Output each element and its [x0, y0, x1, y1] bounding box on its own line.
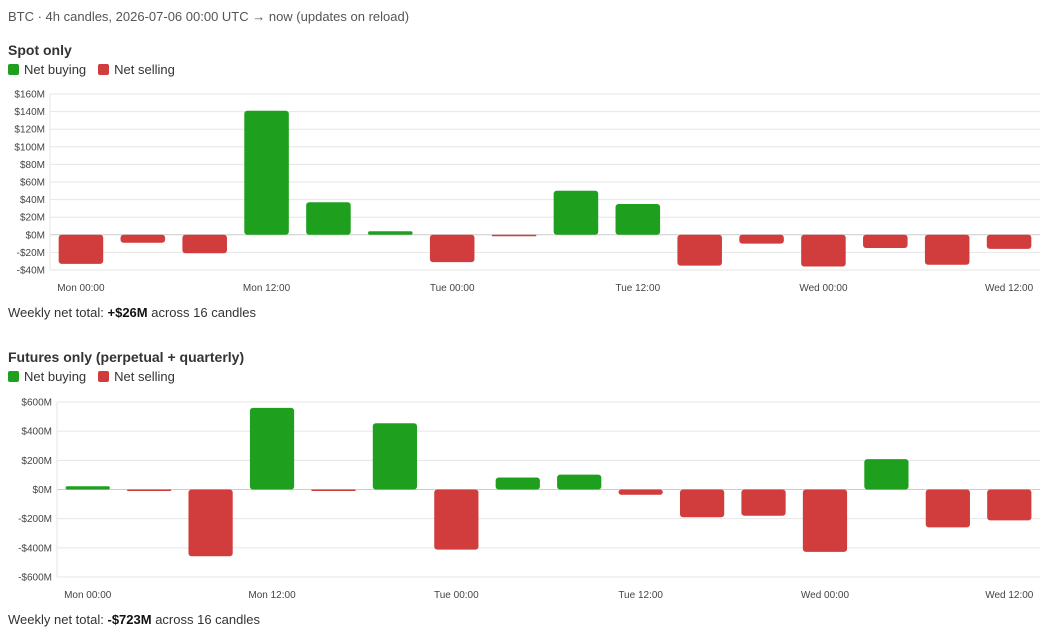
- y-tick-label: $200M: [21, 456, 52, 467]
- spot-bar: [182, 234, 227, 254]
- y-tick-label: $600M: [21, 398, 52, 409]
- futures-bar: [557, 474, 602, 490]
- x-tick-label: Wed 00:00: [801, 590, 850, 601]
- x-tick-label: Mon 12:00: [248, 590, 296, 601]
- net-buying-swatch: [8, 64, 19, 75]
- spot-bar: [306, 202, 351, 235]
- legend-item-net-buying[interactable]: Net buying: [8, 369, 86, 384]
- x-tick-label: Tue 00:00: [434, 590, 479, 601]
- spot-total-prefix: Weekly net total:: [8, 305, 104, 320]
- x-tick-label: Tue 00:00: [430, 283, 475, 294]
- futures-total-value: -$723M: [107, 612, 152, 627]
- x-tick-label: Mon 00:00: [57, 283, 105, 294]
- x-tick-label: Wed 00:00: [799, 283, 848, 294]
- y-tick-label: -$20M: [17, 248, 45, 259]
- futures-total-prefix: Weekly net total:: [8, 612, 104, 627]
- futures-bar: [802, 489, 848, 552]
- futures-bar: [127, 489, 172, 491]
- futures-bar: [249, 407, 295, 490]
- spot-total-suffix: across 16 candles: [151, 305, 257, 320]
- futures-bar: [925, 489, 970, 528]
- futures-bar: [741, 489, 786, 516]
- y-tick-label: $400M: [21, 427, 52, 438]
- y-tick-label: $60M: [20, 178, 45, 189]
- legend-item-net-selling[interactable]: Net selling: [98, 369, 175, 384]
- futures-legend: Net buying Net selling: [8, 369, 187, 384]
- futures-bar: [434, 489, 479, 550]
- spot-bar: [615, 204, 661, 235]
- y-tick-label: $40M: [20, 195, 45, 206]
- spot-bar: [801, 234, 846, 267]
- y-tick-label: $20M: [20, 213, 45, 224]
- y-tick-label: $160M: [14, 90, 45, 101]
- y-tick-label: $100M: [14, 142, 45, 153]
- y-tick-label: $120M: [14, 125, 45, 136]
- legend-item-net-buying[interactable]: Net buying: [8, 62, 86, 77]
- spot-bar: [677, 234, 722, 266]
- spot-bar: [924, 234, 970, 265]
- net-selling-swatch: [98, 371, 110, 382]
- x-tick-label: Mon 12:00: [243, 283, 291, 294]
- futures-bar: [311, 489, 356, 491]
- futures-bar: [618, 489, 663, 495]
- spot-legend: Net buying Net selling: [8, 62, 187, 77]
- y-tick-label: $0M: [26, 230, 45, 241]
- spot-chart-title: Spot only: [8, 42, 72, 58]
- spot-bar: [244, 110, 289, 235]
- spot-bar: [368, 231, 413, 235]
- y-tick-label: -$400M: [18, 543, 52, 554]
- net-buying-label: Net buying: [24, 62, 87, 77]
- net-buying-label: Net buying: [24, 369, 87, 384]
- spot-bar: [491, 234, 537, 237]
- legend-item-net-selling[interactable]: Net selling: [98, 62, 175, 77]
- futures-weekly-total: Weekly net total: -$723M across 16 candl…: [8, 612, 260, 627]
- spot-bar: [120, 234, 166, 243]
- spot-bar: [986, 234, 1032, 249]
- y-tick-label: -$200M: [18, 514, 52, 525]
- x-tick-label: Tue 12:00: [615, 283, 660, 294]
- futures-bar: [372, 423, 418, 490]
- net-selling-label: Net selling: [114, 369, 175, 384]
- x-tick-label: Wed 12:00: [985, 590, 1034, 601]
- x-tick-label: Mon 00:00: [64, 590, 112, 601]
- x-tick-label: Tue 12:00: [618, 590, 663, 601]
- spot-total-value: +$26M: [107, 305, 148, 320]
- y-tick-label: $140M: [14, 107, 45, 118]
- futures-bar: [987, 489, 1032, 521]
- spot-bar: [553, 190, 599, 235]
- net-buying-swatch: [8, 371, 19, 382]
- y-tick-label: -$600M: [18, 573, 52, 584]
- spot-bar: [58, 234, 104, 264]
- x-tick-label: Wed 12:00: [985, 283, 1034, 294]
- futures-bar: [495, 477, 540, 490]
- y-tick-label: $0M: [33, 485, 52, 496]
- futures-bar: [679, 489, 725, 518]
- y-tick-label: -$40M: [17, 266, 45, 277]
- futures-total-suffix: across 16 candles: [155, 612, 260, 627]
- spot-bar: [739, 234, 784, 244]
- spot-bar: [863, 234, 908, 248]
- spot-bar: [429, 234, 475, 263]
- futures-bar: [188, 489, 233, 557]
- futures-chart-title: Futures only (perpetual + quarterly): [8, 349, 245, 365]
- futures-bar-chart: -$600M -$400M -$200M $0M $200M $400M $600M Mon …: [18, 398, 1040, 601]
- net-selling-swatch: [98, 64, 110, 75]
- net-selling-label: Net selling: [114, 62, 175, 77]
- futures-bar: [864, 459, 909, 490]
- page-subtitle: BTC · 4h candles, 2026-07-06 00:00 UTC →…: [8, 9, 410, 24]
- spot-weekly-total: Weekly net total: +$26M across 16 candle…: [8, 305, 256, 320]
- spot-bar-chart: -$40M -$20M $0M $20M $40M $60M $80M $100M $120M $…: [14, 90, 1040, 294]
- y-tick-label: $80M: [20, 160, 45, 171]
- futures-bar: [65, 486, 110, 490]
